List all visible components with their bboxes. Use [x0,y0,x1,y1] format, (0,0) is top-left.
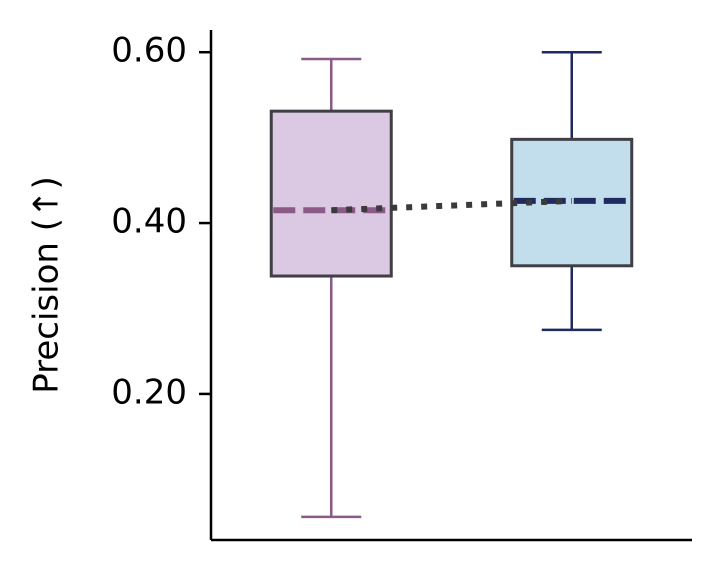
y-axis-label: Precision (↑) [27,176,67,394]
y-tick-label: 0.60 [111,31,187,71]
median-connector [331,197,572,214]
y-tick-label: 0.40 [111,202,187,242]
box [269,109,393,278]
y-tick-label: 0.20 [111,372,187,412]
